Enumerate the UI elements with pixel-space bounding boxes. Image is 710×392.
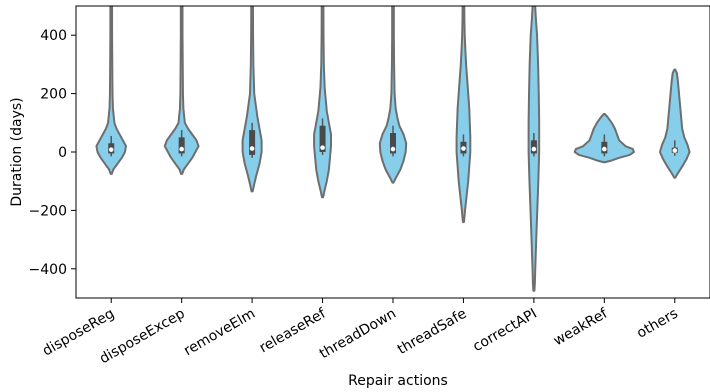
violin-iqr-box	[249, 130, 256, 155]
y-tick-label: −200	[29, 203, 67, 219]
violin-median	[390, 146, 396, 152]
violin-median	[461, 146, 466, 151]
y-tick-label: 400	[40, 28, 67, 44]
y-axis: −400 −200 0 200 400	[29, 28, 76, 278]
x-tick-label: removeElm	[181, 306, 258, 360]
y-axis-label: Duration (days)	[9, 97, 25, 206]
x-tick-label: correctAPI	[470, 306, 540, 355]
violin-disposeReg	[95, 6, 128, 175]
y-tick-label: 200	[40, 87, 67, 103]
violin-others	[658, 68, 691, 179]
violin-disposeExcep	[163, 6, 200, 175]
violin-iqr-box	[390, 133, 396, 154]
violin-median	[108, 147, 114, 152]
x-tick-label: others	[634, 306, 681, 342]
violin-median	[249, 146, 255, 151]
violin-median	[320, 145, 325, 150]
violin-median	[602, 146, 607, 152]
x-axis-label: Repair actions	[348, 373, 448, 389]
x-axis: disposeRegdisposeExcepremoveElmreleaseRe…	[40, 298, 681, 367]
violin-iqr-box	[319, 125, 326, 152]
violin-median	[531, 146, 537, 152]
violin-releaseRef	[313, 6, 333, 199]
violins-layer	[95, 6, 691, 292]
y-tick-label: −400	[29, 262, 67, 278]
x-tick-label: weakRef	[551, 305, 611, 349]
plot-frame	[75, 5, 710, 299]
violin-threadSafe	[455, 6, 472, 224]
violin-median	[672, 148, 678, 153]
x-tick-label: threadDown	[317, 306, 399, 363]
violin-removeElm	[241, 6, 263, 193]
y-tick-label: 0	[58, 145, 67, 161]
x-tick-label: threadSafe	[395, 306, 470, 358]
violin-threadDown	[378, 6, 408, 184]
violin-iqr-box	[178, 137, 185, 154]
violin-median	[179, 146, 184, 152]
